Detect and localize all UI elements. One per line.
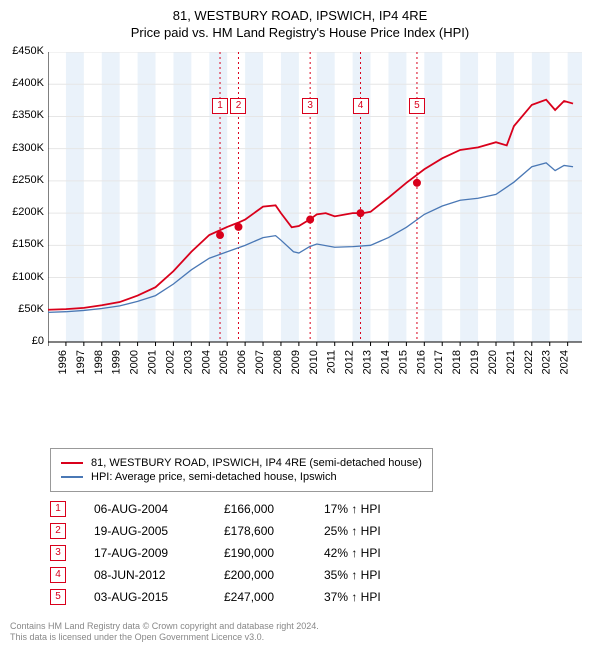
- sale-marker-3: 3: [302, 98, 318, 114]
- footer-line1: Contains HM Land Registry data © Crown c…: [10, 621, 319, 633]
- svg-text:2022: 2022: [523, 350, 535, 374]
- y-tick-label: £250K: [0, 174, 44, 186]
- svg-text:2017: 2017: [433, 350, 445, 374]
- tx-price: £178,600: [224, 524, 324, 538]
- transaction-row: 4 08-JUN-2012£200,00035% ↑ HPI: [50, 564, 434, 586]
- y-tick-label: £350K: [0, 109, 44, 121]
- svg-text:2006: 2006: [236, 350, 248, 374]
- title-subtitle: Price paid vs. HM Land Registry's House …: [0, 25, 600, 40]
- tx-price: £247,000: [224, 590, 324, 604]
- svg-text:1995: 1995: [48, 350, 51, 374]
- svg-text:2003: 2003: [182, 350, 194, 374]
- legend-row-hpi: HPI: Average price, semi-detached house,…: [61, 471, 422, 483]
- tx-num: 3: [50, 545, 66, 561]
- svg-text:2002: 2002: [164, 350, 176, 374]
- svg-text:2015: 2015: [397, 350, 409, 374]
- y-tick-label: £150K: [0, 238, 44, 250]
- y-tick-label: £400K: [0, 77, 44, 89]
- tx-date: 08-JUN-2012: [94, 568, 224, 582]
- svg-text:2004: 2004: [200, 350, 212, 374]
- tx-delta: 25% ↑ HPI: [324, 524, 434, 538]
- footer-line2: This data is licensed under the Open Gov…: [10, 632, 319, 644]
- svg-text:1999: 1999: [111, 350, 123, 374]
- tx-num: 4: [50, 567, 66, 583]
- svg-text:2000: 2000: [129, 350, 141, 374]
- legend-row-property: 81, WESTBURY ROAD, IPSWICH, IP4 4RE (sem…: [61, 457, 422, 469]
- svg-text:2008: 2008: [272, 350, 284, 374]
- y-tick-label: £300K: [0, 142, 44, 154]
- sale-marker-4: 4: [353, 98, 369, 114]
- svg-text:1998: 1998: [93, 350, 105, 374]
- legend-swatch-property: [61, 462, 83, 464]
- legend-swatch-hpi: [61, 476, 83, 478]
- transaction-row: 5 03-AUG-2015£247,00037% ↑ HPI: [50, 586, 434, 608]
- y-tick-label: £50K: [0, 303, 44, 315]
- svg-text:2016: 2016: [415, 350, 427, 374]
- legend-box: 81, WESTBURY ROAD, IPSWICH, IP4 4RE (sem…: [50, 448, 433, 492]
- svg-text:2024: 2024: [559, 350, 571, 374]
- tx-num: 2: [50, 523, 66, 539]
- tx-price: £190,000: [224, 546, 324, 560]
- legend-label-property: 81, WESTBURY ROAD, IPSWICH, IP4 4RE (sem…: [91, 457, 422, 469]
- svg-text:2010: 2010: [308, 350, 320, 374]
- svg-text:2021: 2021: [505, 350, 517, 374]
- tx-price: £200,000: [224, 568, 324, 582]
- svg-text:2023: 2023: [541, 350, 553, 374]
- tx-delta: 35% ↑ HPI: [324, 568, 434, 582]
- tx-delta: 42% ↑ HPI: [324, 546, 434, 560]
- transactions-table: 1 06-AUG-2004£166,00017% ↑ HPI 2 19-AUG-200…: [50, 498, 434, 608]
- svg-text:2012: 2012: [344, 350, 356, 374]
- tx-delta: 37% ↑ HPI: [324, 590, 434, 604]
- svg-text:1997: 1997: [75, 350, 87, 374]
- tx-date: 19-AUG-2005: [94, 524, 224, 538]
- transaction-row: 1 06-AUG-2004£166,00017% ↑ HPI: [50, 498, 434, 520]
- transaction-row: 3 17-AUG-2009£190,00042% ↑ HPI: [50, 542, 434, 564]
- svg-text:2019: 2019: [469, 350, 481, 374]
- svg-text:2014: 2014: [379, 350, 391, 374]
- y-tick-label: £100K: [0, 271, 44, 283]
- y-tick-label: £200K: [0, 206, 44, 218]
- chart-container: 81, WESTBURY ROAD, IPSWICH, IP4 4RE Pric…: [0, 0, 600, 650]
- svg-text:2001: 2001: [147, 350, 159, 374]
- tx-date: 06-AUG-2004: [94, 502, 224, 516]
- tx-delta: 17% ↑ HPI: [324, 502, 434, 516]
- footer-note: Contains HM Land Registry data © Crown c…: [10, 621, 319, 644]
- svg-text:2007: 2007: [254, 350, 266, 374]
- svg-text:2020: 2020: [487, 350, 499, 374]
- y-tick-label: £450K: [0, 45, 44, 57]
- sale-marker-1: 1: [212, 98, 228, 114]
- y-tick-label: £0: [0, 335, 44, 347]
- svg-text:2018: 2018: [451, 350, 463, 374]
- svg-text:2013: 2013: [362, 350, 374, 374]
- tx-num: 1: [50, 501, 66, 517]
- tx-date: 17-AUG-2009: [94, 546, 224, 560]
- sale-marker-5: 5: [409, 98, 425, 114]
- tx-date: 03-AUG-2015: [94, 590, 224, 604]
- chart-area: 1995 1996 1997 1998 1999 2000 2001 2002 2003 2004…: [48, 52, 582, 397]
- svg-text:1996: 1996: [57, 350, 69, 374]
- title-block: 81, WESTBURY ROAD, IPSWICH, IP4 4RE Pric…: [0, 0, 600, 40]
- svg-text:2005: 2005: [218, 350, 230, 374]
- transaction-row: 2 19-AUG-2005£178,60025% ↑ HPI: [50, 520, 434, 542]
- sale-marker-2: 2: [230, 98, 246, 114]
- svg-text:2009: 2009: [290, 350, 302, 374]
- tx-price: £166,000: [224, 502, 324, 516]
- svg-text:2011: 2011: [326, 350, 338, 374]
- legend-label-hpi: HPI: Average price, semi-detached house,…: [91, 471, 337, 483]
- tx-num: 5: [50, 589, 66, 605]
- title-address: 81, WESTBURY ROAD, IPSWICH, IP4 4RE: [0, 8, 600, 23]
